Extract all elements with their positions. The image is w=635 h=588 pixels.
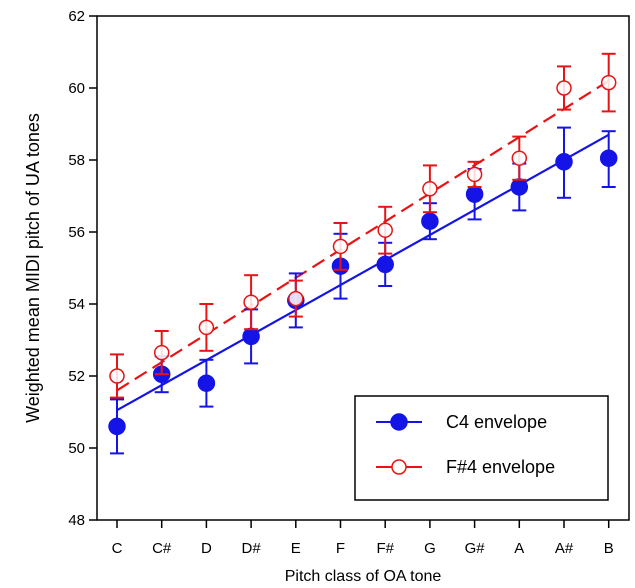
legend-label-fs4: F#4 envelope [446, 457, 555, 477]
y-tick-label: 50 [68, 440, 85, 457]
x-tick-label: A# [555, 540, 574, 557]
plot-area-frame [96, 15, 630, 521]
data-point-c4 [599, 149, 618, 167]
x-tick-label: B [604, 540, 614, 557]
x-tick-label: E [291, 540, 301, 557]
data-point-c4 [510, 178, 529, 196]
fit-line-fs4 [116, 79, 610, 392]
x-tick-label: F# [376, 540, 394, 557]
data-point-fs4 [198, 319, 215, 336]
data-point-fs4 [109, 368, 125, 384]
x-tick-label: G# [465, 540, 486, 557]
y-tick-label: 62 [68, 8, 85, 25]
x-tick-label: G [424, 540, 436, 557]
legend-label-c4: C4 envelope [446, 412, 547, 432]
data-point-fs4 [153, 344, 170, 361]
data-point-c4 [242, 327, 260, 346]
data-point-fs4 [243, 294, 259, 310]
legend: C4 envelope F#4 envelope [354, 395, 609, 501]
y-tick-label: 52 [68, 368, 85, 385]
legend-box [354, 395, 609, 501]
data-markers [108, 52, 618, 455]
x-axis-label: Pitch class of OA tone [285, 568, 442, 585]
data-point-fs4 [466, 166, 483, 183]
data-point-fs4 [600, 74, 617, 91]
data-point-c4 [197, 374, 216, 392]
data-point-c4 [376, 255, 394, 274]
fit-lines [116, 79, 610, 412]
axes: 48 50 52 54 56 58 60 62 C C# D D# E F F# G G# A A# B [68, 8, 613, 557]
y-tick-label: 56 [68, 224, 85, 241]
data-point-c4 [421, 212, 439, 230]
data-point-fs4 [556, 80, 572, 96]
y-tick-label: 54 [68, 296, 85, 313]
data-point-fs4 [288, 290, 304, 307]
data-point-c4 [108, 417, 126, 436]
data-point-c4 [465, 185, 484, 203]
data-point-fs4 [511, 150, 528, 166]
data-point-c4 [555, 153, 573, 171]
x-tick-label: F [336, 540, 345, 557]
x-tick-label: D [201, 540, 212, 557]
y-axis-label: Weighted mean MIDI pitch of UA tones [23, 113, 43, 423]
y-tick-label: 58 [68, 152, 85, 169]
y-tick-label: 60 [68, 80, 85, 97]
x-tick-label: C# [152, 540, 172, 557]
data-point-fs4 [377, 222, 393, 238]
y-tick-label: 48 [68, 512, 85, 529]
data-point-fs4 [332, 238, 349, 255]
data-point-fs4 [422, 181, 438, 197]
x-tick-label: D# [242, 540, 262, 557]
legend-marker-fs4 [391, 459, 407, 475]
legend-marker-c4 [390, 413, 408, 431]
fit-line-c4 [116, 133, 610, 412]
x-tick-label: A [514, 540, 524, 557]
x-tick-label: C [112, 540, 123, 557]
